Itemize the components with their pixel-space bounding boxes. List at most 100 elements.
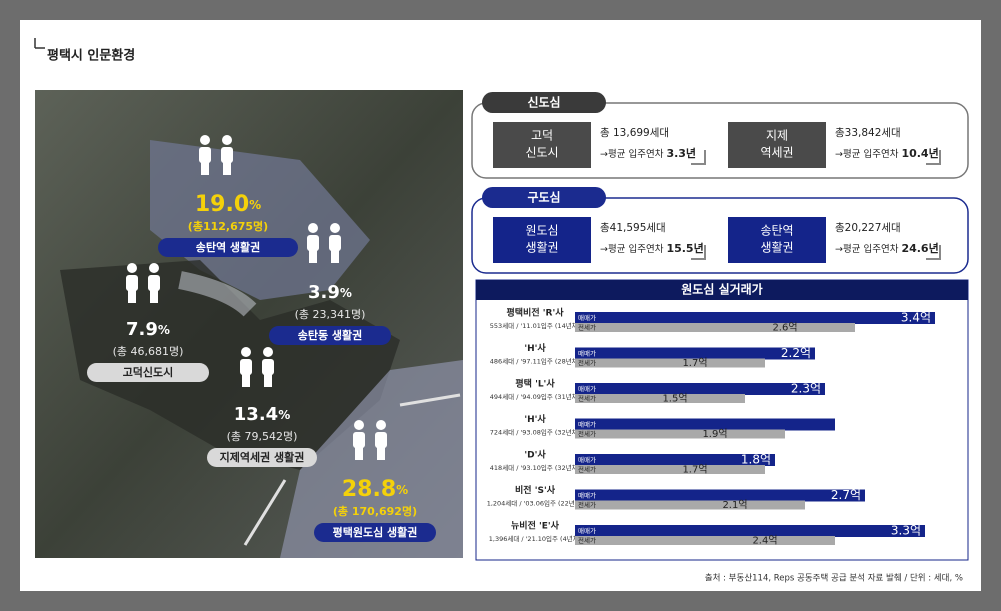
category: 평택 'L'사 [515, 378, 555, 390]
group-tag [482, 92, 606, 113]
map [35, 90, 463, 558]
value-label: 2.4억 [752, 535, 777, 547]
bar [575, 323, 855, 332]
icon [241, 347, 251, 357]
title-corner [34, 38, 45, 49]
region-percent: 7.9% [126, 319, 170, 340]
group-tag-text: 구도심 [527, 190, 560, 205]
value-label: 2.7억 [831, 488, 861, 502]
region-name: 평택원도심 생활권 [333, 525, 418, 539]
bar [575, 418, 835, 431]
series-name: 매매가 [578, 420, 596, 429]
icon [200, 135, 210, 145]
icon [355, 446, 363, 460]
category-note: 1,204세대 / '03.06입주 (22년차) [487, 499, 584, 508]
text-part: 평균 입주연차 [843, 148, 899, 160]
avg-age: →평균 입주연차 3.3년 [600, 146, 696, 160]
households: 총20,227세대 [835, 222, 901, 234]
icon [127, 263, 137, 273]
icon [377, 446, 385, 460]
text-part: 평균 입주연차 [608, 243, 664, 255]
icon [264, 373, 272, 387]
region-pill [158, 238, 298, 257]
map-region [280, 360, 463, 558]
icon [307, 235, 319, 251]
map-arrow [178, 271, 257, 317]
region-count: (총 23,341명) [295, 308, 366, 321]
value-label: 1.7억 [682, 464, 707, 476]
series-name: 매매가 [578, 526, 596, 535]
value-label: 1.5억 [662, 393, 687, 405]
category: 평택비전 'R'사 [507, 307, 565, 319]
region-pill [207, 448, 317, 467]
region-percent: 19.0% [195, 192, 261, 217]
text-part: 28.8 [342, 477, 396, 502]
card [728, 122, 826, 168]
value-label: 2.1억 [722, 499, 747, 511]
source: 출처 : 부동산114, Reps 공동주택 공급 분석 자료 발췌 / 단위 … [705, 573, 963, 584]
group-tag [482, 187, 606, 208]
category-note: 553세대 / '11.01입주 (14년차) [490, 321, 580, 330]
group-box [471, 197, 969, 274]
series-name: 매매가 [578, 455, 596, 464]
text-part: 평균 입주연차 [843, 243, 899, 255]
bar [575, 312, 935, 324]
text-part: 19.0 [195, 192, 249, 217]
icon [150, 289, 158, 303]
avg-age: →평균 입주연차 10.4년 [835, 146, 939, 160]
text-part: 13.4 [234, 404, 278, 425]
text-part: % [340, 286, 352, 300]
icon [375, 432, 387, 448]
card-corner [691, 245, 706, 260]
arrow: → [835, 244, 843, 255]
region-pill [314, 523, 436, 542]
icon [128, 289, 136, 303]
card-label: 신도시 [525, 146, 558, 160]
bar [575, 536, 835, 545]
text-part: 3.3년 [666, 146, 696, 160]
value-label: 2.2억 [781, 346, 811, 360]
icon [223, 161, 231, 175]
text-part: % [396, 483, 408, 497]
region-pill [87, 363, 209, 382]
icon [263, 347, 273, 357]
series-name: 전세가 [578, 358, 596, 367]
card-label: 지제 [766, 129, 788, 143]
region-count: (총 170,692명) [333, 504, 417, 518]
text-part: % [278, 408, 290, 422]
card [493, 217, 591, 263]
icon [221, 147, 233, 163]
chart-header [476, 280, 968, 300]
icon [353, 432, 365, 448]
icon [126, 275, 138, 291]
series-name: 전세가 [578, 536, 596, 545]
card [493, 122, 591, 168]
region-name: 고덕신도시 [123, 365, 174, 379]
icon [309, 249, 317, 263]
bar [575, 358, 765, 368]
series-name: 매매가 [578, 384, 596, 393]
text-part: 3.9 [308, 282, 340, 303]
map-region [60, 260, 400, 470]
series-name: 전세가 [578, 500, 596, 509]
category: 'H'사 [524, 413, 546, 425]
bar [575, 500, 805, 510]
value-label: 2.6억 [772, 322, 797, 334]
bar [575, 525, 925, 537]
text-part: % [249, 198, 261, 212]
card-label: 생활권 [760, 241, 793, 255]
category-note: 486세대 / '97.11입주 (28년차) [490, 357, 580, 366]
category: 비전 'S'사 [515, 484, 556, 496]
icon [330, 223, 340, 233]
category: 'D'사 [524, 449, 546, 461]
bar [575, 383, 825, 395]
region-name: 송탄역 생활권 [196, 240, 261, 254]
icon [199, 147, 211, 163]
arrow: → [600, 244, 608, 255]
bar [575, 394, 745, 403]
avg-age: →평균 입주연차 24.6년 [835, 241, 939, 255]
card [728, 217, 826, 263]
icon [376, 420, 386, 430]
icon [240, 359, 252, 375]
